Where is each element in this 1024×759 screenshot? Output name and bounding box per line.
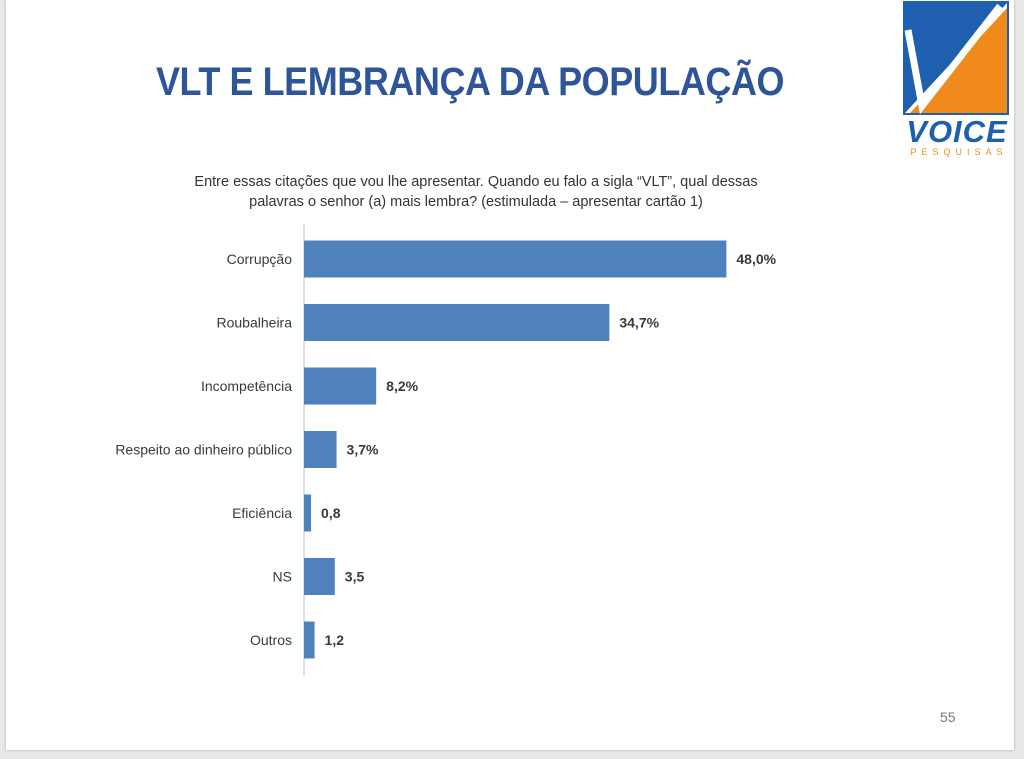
category-label: NS bbox=[273, 569, 292, 585]
category-label: Eficiência bbox=[232, 505, 292, 521]
bar bbox=[304, 558, 335, 595]
data-label: 3,5 bbox=[345, 569, 365, 585]
slide: VLT E LEMBRANÇA DA POPULAÇÃO Entre essas… bbox=[6, 0, 1014, 750]
chart-question-line-1: Entre essas citações que vou lhe apresen… bbox=[194, 174, 758, 190]
logo-subtext: PESQUISAS bbox=[910, 147, 1008, 157]
data-label: 0,8 bbox=[321, 505, 341, 521]
voice-logo-icon bbox=[903, 1, 1009, 115]
bar-chart: Corrupção 48,0% Roubalheira 34,7% Incompetên… bbox=[115, 223, 777, 676]
bar bbox=[304, 240, 727, 278]
category-label: Respeito ao dinheiro público bbox=[115, 442, 292, 458]
chart-question-line-2: palavras o senhor (a) mais lembra? (esti… bbox=[249, 194, 703, 210]
data-label: 48,0% bbox=[736, 251, 776, 267]
data-label: 3,7% bbox=[347, 442, 379, 458]
chart-question: Entre essas citações que vou lhe apresen… bbox=[156, 172, 796, 212]
page-number: 55 bbox=[940, 709, 956, 725]
data-label: 34,7% bbox=[619, 315, 659, 331]
page-title: VLT E LEMBRANÇA DA POPULAÇÃO bbox=[156, 60, 785, 104]
category-label: Corrupção bbox=[227, 251, 293, 267]
category-label: Outros bbox=[250, 632, 292, 648]
bar bbox=[304, 621, 315, 659]
bar bbox=[304, 431, 337, 468]
logo-wordmark: VOICE bbox=[906, 114, 1008, 149]
data-label: 1,2 bbox=[325, 632, 345, 648]
data-label: 8,2% bbox=[386, 378, 418, 394]
bar bbox=[304, 367, 377, 405]
bar bbox=[304, 494, 312, 532]
bar bbox=[304, 304, 610, 341]
category-label: Incompetência bbox=[201, 378, 292, 394]
logo-check-mark bbox=[904, 3, 1003, 115]
category-label: Roubalheira bbox=[217, 315, 293, 331]
